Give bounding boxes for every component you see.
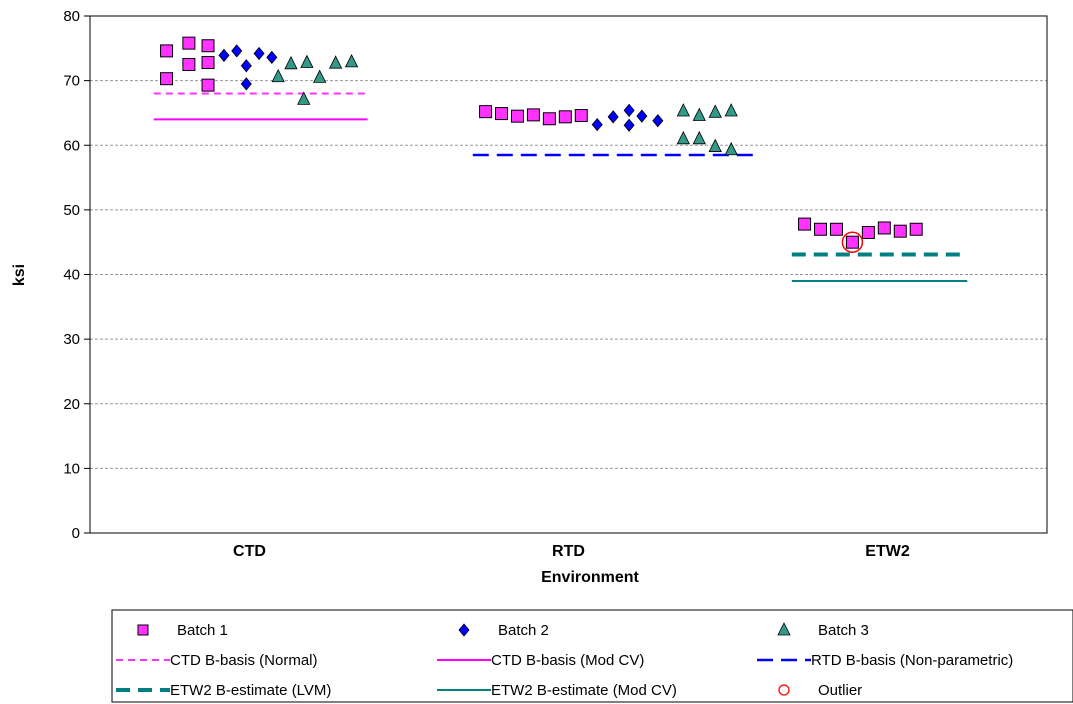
batch3-point	[271, 68, 285, 83]
y-tick-label: 50	[63, 202, 80, 219]
legend-label: Batch 1	[177, 622, 228, 639]
batch3-point	[300, 54, 314, 68]
batch3-point	[297, 91, 311, 105]
batch1-point	[182, 57, 196, 71]
y-tick-label: 40	[63, 267, 80, 284]
legend-symbol	[137, 624, 149, 636]
batch1-point	[495, 107, 509, 121]
legend-item: CTD B-basis (Mod CV)	[437, 652, 644, 669]
batch1-point	[201, 39, 215, 53]
legend-item: Batch 1	[137, 622, 228, 639]
batch2-point	[623, 118, 635, 132]
batch3-point	[692, 107, 706, 121]
legend-item: Batch 3	[777, 622, 869, 639]
batch2-point	[623, 103, 635, 117]
batch2-point	[607, 110, 619, 124]
batch3-point	[708, 138, 722, 152]
outlier-marker	[841, 231, 864, 253]
y-axis-ticks: 0 10 20 30 40 50 60 70 80	[63, 8, 90, 542]
batch1-point	[798, 217, 812, 231]
legend-item: Batch 2	[458, 622, 549, 639]
batch1-point	[574, 109, 588, 123]
legend-box	[111, 609, 1073, 703]
batch3-point	[313, 69, 327, 83]
batch2-point	[253, 46, 265, 61]
batch3-point	[284, 55, 298, 70]
y-tick-label: 80	[63, 8, 80, 25]
y-axis-title: ksi	[11, 264, 28, 286]
legend-label: Batch 2	[498, 622, 549, 639]
y-tick-label: 30	[63, 331, 80, 348]
legend-label: Outlier	[818, 682, 862, 699]
legend-item: RTD B-basis (Non-parametric)	[757, 652, 1013, 669]
batch3-point	[708, 104, 722, 118]
legend-label: CTD B-basis (Mod CV)	[491, 652, 644, 669]
legend-symbol	[458, 623, 470, 637]
batch2-point	[231, 44, 243, 58]
batch2-point	[591, 117, 603, 132]
batch1-point	[861, 225, 875, 239]
legend-label: ETW2 B-estimate (LVM)	[170, 682, 331, 699]
batch1-point	[182, 36, 196, 50]
x-axis-title: Environment	[541, 569, 639, 586]
batch1-point	[829, 222, 843, 236]
batch1-point	[542, 112, 556, 126]
batch3-point	[328, 55, 343, 69]
batch3-point	[676, 130, 690, 145]
legend-symbol	[777, 622, 791, 636]
x-category-label: ETW2	[865, 543, 910, 560]
batch1-point	[893, 224, 907, 238]
batch2-point	[636, 109, 648, 123]
batch1-point	[160, 72, 174, 86]
y-tick-label: 60	[63, 137, 80, 154]
y-tick-label: 10	[63, 460, 80, 477]
batch1-point	[909, 222, 923, 236]
batch3-point	[692, 130, 706, 145]
legend-item: ETW2 B-estimate (Mod CV)	[437, 682, 677, 699]
batch1-point	[160, 44, 174, 58]
legend-outlier-symbol	[778, 684, 790, 696]
batch1-point	[526, 108, 540, 122]
batch2-point	[240, 77, 252, 91]
data-markers	[160, 36, 923, 253]
legend-label: Batch 3	[818, 622, 869, 639]
legend-item: CTD B-basis (Normal)	[116, 652, 318, 669]
batch1-point	[201, 78, 215, 92]
batch2-point	[218, 48, 230, 63]
x-category-label: CTD	[233, 543, 266, 560]
legend-item: ETW2 B-estimate (LVM)	[116, 682, 331, 699]
y-tick-label: 20	[63, 396, 80, 413]
batch3-point	[724, 103, 738, 117]
legend-label: RTD B-basis (Non-parametric)	[811, 652, 1013, 669]
batch1-point	[201, 56, 215, 70]
legend-label: CTD B-basis (Normal)	[170, 652, 318, 669]
batch2-point	[652, 114, 664, 128]
batch3-point	[724, 141, 738, 156]
batch1-point	[479, 105, 493, 119]
x-axis-categories: CTD RTD ETW2	[233, 543, 910, 560]
x-category-label: RTD	[552, 543, 585, 560]
batch2-point	[266, 50, 278, 64]
y-tick-label: 0	[72, 525, 80, 542]
batch3-point	[344, 53, 359, 68]
gridlines	[90, 80, 1047, 469]
y-tick-label: 70	[63, 73, 80, 90]
legend-item: Outlier	[778, 682, 862, 699]
batch1-point	[558, 110, 572, 124]
batch1-point	[845, 235, 859, 249]
batch2-point	[240, 59, 252, 73]
legend-label: ETW2 B-estimate (Mod CV)	[491, 682, 677, 699]
batch1-point	[510, 109, 524, 123]
batch1-point	[814, 222, 828, 236]
legend: Batch 1 Batch 2 Batch 3 CTD B-basis (Normal…	[111, 609, 1073, 703]
batch3-point	[676, 103, 690, 117]
batch1-point	[877, 221, 891, 235]
reference-lines	[153, 92, 968, 282]
